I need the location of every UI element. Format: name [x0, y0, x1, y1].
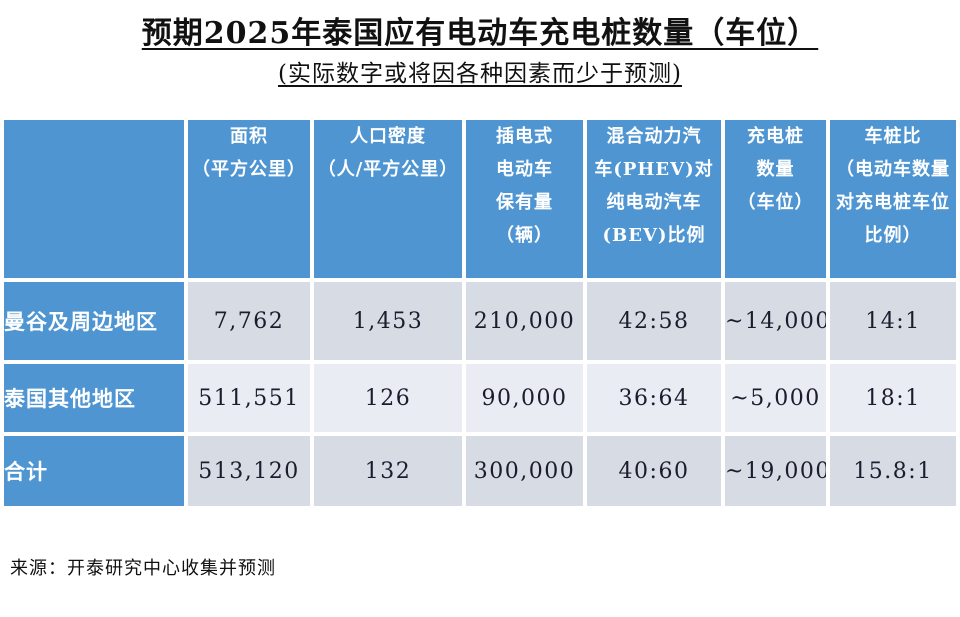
cell-other-ratio: 18:1	[830, 364, 956, 432]
cell-bangkok-ev-count: 210,000	[466, 282, 583, 360]
table-row-bangkok: 曼谷及周边地区 7,762 1,453 210,000 42:58 ~14,00…	[4, 282, 956, 360]
cell-bangkok-phev-bev: 42:58	[587, 282, 721, 360]
row-label-total: 合计	[4, 436, 184, 506]
cell-bangkok-area: 7,762	[188, 282, 310, 360]
cell-other-area: 511,551	[188, 364, 310, 432]
cell-bangkok-density: 1,453	[314, 282, 462, 360]
col-header-phev-bev-ratio: 混合动力汽 车(PHEV)对 纯电动汽车 (BEV)比例	[587, 120, 721, 278]
cell-bangkok-ratio: 14:1	[830, 282, 956, 360]
cell-other-ev-count: 90,000	[466, 364, 583, 432]
cell-other-density: 126	[314, 364, 462, 432]
ev-charging-table: 面积 （平方公里） 人口密度 （人/平方公里） 插电式 电动车 保有量 （辆） …	[0, 116, 960, 510]
page: 预期2025年泰国应有电动车充电桩数量（车位） (实际数字或将因各种因素而少于预…	[0, 12, 960, 617]
cell-total-phev-bev: 40:60	[587, 436, 721, 506]
table-row-other-thailand: 泰国其他地区 511,551 126 90,000 36:64 ~5,000 1…	[4, 364, 956, 432]
cell-other-chargers: ~5,000	[725, 364, 826, 432]
corner-cell	[4, 120, 184, 278]
table-header-row: 面积 （平方公里） 人口密度 （人/平方公里） 插电式 电动车 保有量 （辆） …	[4, 120, 956, 278]
page-subtitle: (实际数字或将因各种因素而少于预测)	[278, 61, 682, 87]
cell-total-density: 132	[314, 436, 462, 506]
col-header-plugin-ev-count: 插电式 电动车 保有量 （辆）	[466, 120, 583, 278]
source-note: 来源：开泰研究中心收集并预测	[10, 558, 276, 579]
col-header-charger-count: 充电桩 数量 （车位）	[725, 120, 826, 278]
cell-total-ratio: 15.8:1	[830, 436, 956, 506]
page-title: 预期2025年泰国应有电动车充电桩数量（车位）	[141, 16, 819, 51]
cell-total-ev-count: 300,000	[466, 436, 583, 506]
cell-total-area: 513,120	[188, 436, 310, 506]
col-header-population-density: 人口密度 （人/平方公里）	[314, 120, 462, 278]
col-header-area: 面积 （平方公里）	[188, 120, 310, 278]
cell-total-chargers: ~19,000	[725, 436, 826, 506]
table-row-total: 合计 513,120 132 300,000 40:60 ~19,000 15.…	[4, 436, 956, 506]
col-header-vehicle-charger-ratio: 车桩比 （电动车数量 对充电桩车位 比例）	[830, 120, 956, 278]
row-label-bangkok: 曼谷及周边地区	[4, 282, 184, 360]
row-label-other-thailand: 泰国其他地区	[4, 364, 184, 432]
cell-bangkok-chargers: ~14,000	[725, 282, 826, 360]
cell-other-phev-bev: 36:64	[587, 364, 721, 432]
